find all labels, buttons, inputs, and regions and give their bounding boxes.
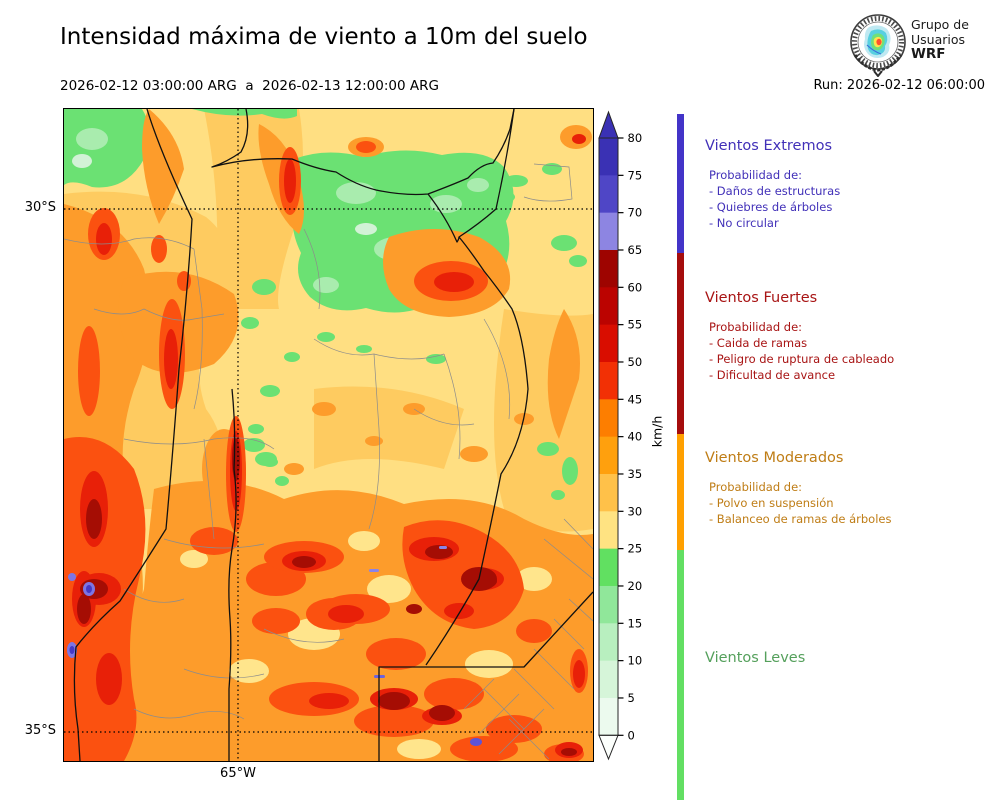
colorbar-tick-label: 10 — [628, 654, 643, 668]
colorbar-segment-20-25 — [599, 548, 618, 587]
wind-intensity-map — [63, 108, 594, 762]
legend-item: - Balanceo de ramas de árboles — [709, 512, 892, 526]
colorbar-segment-45-50 — [599, 361, 618, 400]
wrf-group-logo: Grupo de Usuarios WRF — [847, 11, 997, 78]
model-run-label: Run: 2026-02-12 06:00:00 — [813, 78, 985, 93]
colorbar-tick-label: 20 — [628, 579, 643, 593]
legend-extremos-items: - Daños de estructuras - Quiebres de árbo… — [709, 183, 985, 231]
legend-fuertes-title: Vientos Fuertes — [705, 290, 818, 306]
legend-extremos-title: Vientos Extremos — [705, 138, 833, 154]
wind-map-canvas — [64, 109, 593, 761]
legend-moderados-title: Vientos Moderados — [705, 450, 844, 466]
colorbar-tick-label: 55 — [628, 318, 643, 332]
logo-line-2: Usuarios — [911, 31, 966, 47]
colorbar-tick-label: 35 — [628, 467, 643, 481]
legend-item: - Quiebres de árboles — [709, 200, 833, 214]
colorbar-segment-10-15 — [599, 623, 618, 662]
logo-line-3: WRF — [911, 46, 946, 62]
legend-fuertes: Vientos Fuertes Probabilidad de: - Caida… — [705, 290, 985, 383]
colorbar-segment-0-5 — [599, 697, 618, 736]
colorbar-segment-25-30 — [599, 511, 618, 550]
legend-fuertes-prob-label: Probabilidad de: — [709, 320, 803, 334]
lon-label-65w: 65°W — [220, 766, 256, 781]
colorbar-tick-label: 0 — [628, 728, 635, 742]
legend-item: - Dificultad de avance — [709, 368, 836, 382]
colorbar-segment-50-55 — [599, 324, 618, 363]
colorbar-segment-75-80 — [599, 138, 618, 176]
colorbar-unit-label: km/h — [649, 415, 665, 448]
colorbar-segment-65-70 — [599, 212, 618, 251]
colorbar-segment-55-60 — [599, 287, 618, 326]
legend-moderados-prob-label: Probabilidad de: — [709, 480, 803, 494]
graticule-lines — [64, 109, 593, 761]
logo-radar-art — [864, 25, 891, 58]
category-bar-leves — [677, 550, 684, 800]
colorbar-tick-label: 80 — [628, 131, 643, 145]
colorbar-segment-40-45 — [599, 399, 618, 438]
category-bar-moderados — [677, 434, 684, 550]
colorbar-segment-70-75 — [599, 175, 618, 214]
lat-label-30s: 30°S — [24, 200, 56, 215]
legend-item: - Caida de ramas — [709, 336, 808, 350]
colorbar-tick-label: 5 — [628, 691, 635, 705]
colorbar-segment-5-10 — [599, 660, 618, 699]
colorbar-segment-35-40 — [599, 436, 618, 475]
colorbar-tick-label: 50 — [628, 355, 643, 369]
legend-fuertes-items: - Caida de ramas - Peligro de ruptura de … — [709, 335, 985, 383]
legend-item: - Daños de estructuras — [709, 184, 841, 198]
legend-leves: Vientos Leves — [705, 650, 985, 666]
wind-colorbar: 80 75 70 65 60 55 50 45 40 35 30 25 20 15 10 5 0 — [597, 108, 661, 768]
colorbar-tick-label: 15 — [628, 616, 643, 630]
colorbar-tick-label: 30 — [628, 504, 643, 518]
colorbar-tick-label: 45 — [628, 392, 643, 406]
colorbar-tick-label: 75 — [628, 168, 643, 182]
forecast-period: 2026-02-12 03:00:00 ARG a 2026-02-13 12:… — [60, 78, 439, 94]
colorbar-segment-30-35 — [599, 473, 618, 512]
logo-line-1: Grupo de — [911, 17, 969, 32]
department-borders — [64, 163, 593, 760]
colorbar-segment-60-65 — [599, 249, 618, 288]
legend-item: - Peligro de ruptura de cableado — [709, 352, 895, 366]
page-title: Intensidad máxima de viento a 10m del su… — [60, 24, 588, 50]
legend-extremos-prob-label: Probabilidad de: — [709, 168, 803, 182]
legend-item: - No circular — [709, 216, 779, 230]
colorbar-tick-label: 25 — [628, 542, 643, 556]
colorbar-tick-label: 40 — [628, 430, 643, 444]
legend-extremos: Vientos Extremos Probabilidad de: - Daño… — [705, 138, 985, 231]
category-bar-fuertes — [677, 253, 684, 434]
colorbar-tick-label: 65 — [628, 243, 643, 257]
legend-leves-title: Vientos Leves — [705, 650, 806, 666]
legend-moderados-items: - Polvo en suspensión - Balanceo de ramas… — [709, 495, 985, 527]
colorbar-tick-label: 70 — [628, 206, 643, 220]
province-borders — [73, 109, 593, 761]
wrf-logo-emblem — [850, 14, 906, 78]
lat-label-35s: 35°S — [24, 723, 56, 738]
legend-moderados: Vientos Moderados Probabilidad de: - Pol… — [705, 450, 985, 527]
wrf-logo-text: Grupo de Usuarios WRF — [911, 17, 969, 62]
colorbar-tick-label: 60 — [628, 280, 643, 294]
category-color-bar — [677, 114, 684, 800]
colorbar-segment-15-20 — [599, 585, 618, 624]
category-bar-extremos — [677, 114, 684, 253]
legend-item: - Polvo en suspensión — [709, 496, 834, 510]
